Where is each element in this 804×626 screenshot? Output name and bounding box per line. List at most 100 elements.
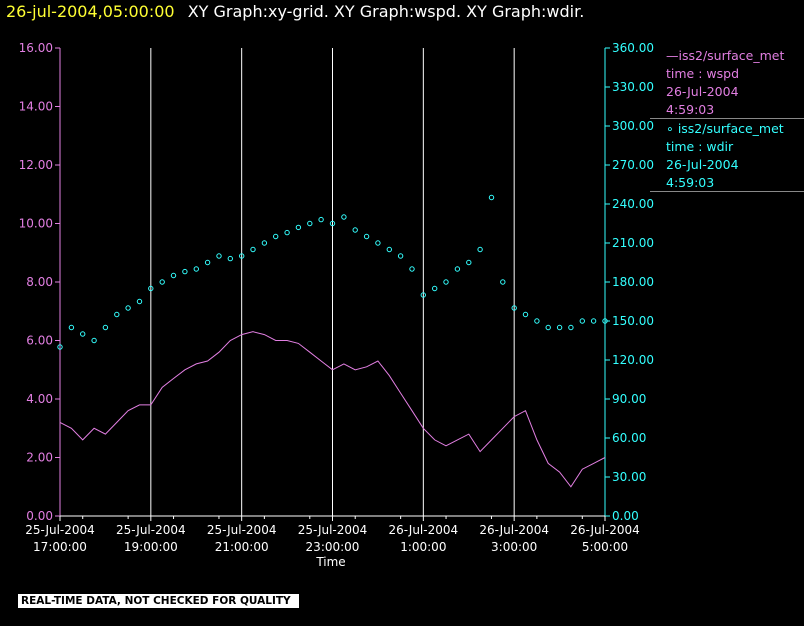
x-tick-date: 26-Jul-2004 <box>389 523 459 537</box>
right-tick-label: 300.00 <box>612 119 654 133</box>
wdir-point <box>57 344 63 350</box>
wdir-point <box>602 318 608 324</box>
right-tick-label: 150.00 <box>612 314 654 328</box>
x-tick-time: 19:00:00 <box>124 540 178 554</box>
wdir-point <box>125 305 131 311</box>
wdir-point <box>159 279 165 285</box>
quality-disclaimer: REAL-TIME DATA, NOT CHECKED FOR QUALITY <box>18 594 299 608</box>
right-tick-label: 60.00 <box>612 431 646 445</box>
wdir-point <box>397 253 404 259</box>
legend-wdir-time: 4:59:03 <box>666 175 715 190</box>
x-tick-time: 23:00:00 <box>306 540 360 554</box>
x-axis-ticks: 25-Jul-2004 17:00:00 25-Jul-2004 19:00:00 25… <box>25 516 640 554</box>
x-tick-time: 1:00:00 <box>400 540 446 554</box>
left-tick-label: 8.00 <box>26 275 53 289</box>
wdir-point <box>454 266 461 272</box>
left-tick-label: 4.00 <box>26 392 53 406</box>
x-tick-date: 25-Jul-2004 <box>298 523 368 537</box>
wspd-series <box>59 331 606 488</box>
wdir-point <box>386 246 392 253</box>
legend-wdir-dot-marker: ∘ <box>666 121 678 136</box>
legend-wdir-date: 26-Jul-2004 <box>666 157 739 172</box>
right-tick-label: 330.00 <box>612 80 654 94</box>
wdir-point <box>148 285 154 292</box>
wdir-point <box>170 272 177 279</box>
legend-wspd-source: iss2/surface_met <box>678 48 785 63</box>
right-tick-label: 270.00 <box>612 158 654 172</box>
wdir-point <box>522 311 529 318</box>
wdir-point <box>363 233 370 240</box>
wdir-point <box>409 266 415 272</box>
legend-wspd: —iss2/surface_met time : wspd 26-Jul-200… <box>666 47 784 119</box>
wspd-line <box>59 331 606 488</box>
title-graph-list: XY Graph:xy-grid. XY Graph:wspd. XY Grap… <box>187 2 585 21</box>
legend-wspd-time: 4:59:03 <box>666 102 715 117</box>
legend-wspd-var: time : wspd <box>666 66 740 81</box>
right-tick-label: 120.00 <box>612 353 654 367</box>
wdir-point <box>375 240 381 246</box>
x-tick-time: 21:00:00 <box>215 540 269 554</box>
wdir-point <box>590 318 597 324</box>
wdir-point <box>500 279 506 285</box>
x-tick-time: 3:00:00 <box>491 540 537 554</box>
x-tick-date: 25-Jul-2004 <box>207 523 277 537</box>
wdir-point <box>318 216 324 223</box>
right-tick-label: 30.00 <box>612 470 646 484</box>
wdir-point <box>545 324 551 331</box>
left-tick-label: 6.00 <box>26 334 53 348</box>
x-axis-label: Time <box>315 555 345 569</box>
wdir-point <box>91 337 97 344</box>
wdir-point <box>477 246 483 253</box>
wdir-point <box>556 324 563 331</box>
wdir-point <box>68 324 75 331</box>
wdir-point <box>182 268 188 275</box>
legend-wspd-line-marker: — <box>666 48 679 63</box>
right-tick-label: 360.00 <box>612 41 654 55</box>
title-timestamp: 26-jul-2004,05:00:00 <box>6 2 175 21</box>
wdir-point <box>216 253 222 259</box>
legend-wspd-date: 26-Jul-2004 <box>666 84 739 99</box>
title-bar: 26-jul-2004,05:00:00 XY Graph:xy-grid. X… <box>6 2 584 24</box>
wdir-point <box>443 279 449 285</box>
wdir-point <box>136 298 143 305</box>
wdir-point <box>193 266 200 272</box>
left-tick-label: 2.00 <box>26 451 53 465</box>
wdir-point <box>273 233 279 240</box>
x-tick-time: 17:00:00 <box>33 540 87 554</box>
wdir-point <box>341 214 347 220</box>
wdir-point <box>227 255 234 262</box>
wdir-point <box>307 220 313 227</box>
wdir-point <box>420 292 426 298</box>
right-axis-ticks: 0.00 30.00 60.00 90.00 120.00 150.00 180.00 210… <box>605 41 654 523</box>
x-tick-date: 25-Jul-2004 <box>25 523 95 537</box>
wdir-point <box>432 285 438 292</box>
legend-wdir: ∘ iss2/surface_met time : wdir 26-Jul-20… <box>666 120 784 192</box>
wdir-point <box>80 331 86 337</box>
wdir-point <box>295 224 302 231</box>
vertical-grid <box>150 48 515 516</box>
wdir-point <box>102 324 109 331</box>
wdir-point <box>568 324 574 331</box>
x-tick-date: 26-Jul-2004 <box>479 523 549 537</box>
legend-divider <box>650 118 804 119</box>
left-axis-ticks: 0.00 2.00 4.00 6.00 8.00 10.00 12.00 14.00 16.00 <box>19 41 60 523</box>
wdir-point <box>579 318 585 324</box>
wdir-point <box>261 240 268 246</box>
left-tick-label: 10.00 <box>19 217 53 231</box>
right-tick-label: 0.00 <box>612 509 639 523</box>
wdir-series <box>57 194 608 350</box>
legend-wdir-name: ∘ iss2/surface_met <box>666 120 784 138</box>
wdir-point <box>114 311 120 318</box>
x-tick-time: 5:00:00 <box>582 540 628 554</box>
right-tick-label: 180.00 <box>612 275 654 289</box>
x-tick-date: 26-Jul-2004 <box>570 523 640 537</box>
left-tick-label: 12.00 <box>19 158 53 172</box>
legend-wspd-name: —iss2/surface_met <box>666 47 784 65</box>
wdir-point <box>488 194 495 201</box>
wdir-point <box>466 259 472 266</box>
wdir-point <box>534 318 540 324</box>
left-tick-label: 14.00 <box>19 100 53 114</box>
right-tick-label: 240.00 <box>612 197 654 211</box>
wdir-point <box>204 259 211 266</box>
wdir-point <box>511 305 517 311</box>
